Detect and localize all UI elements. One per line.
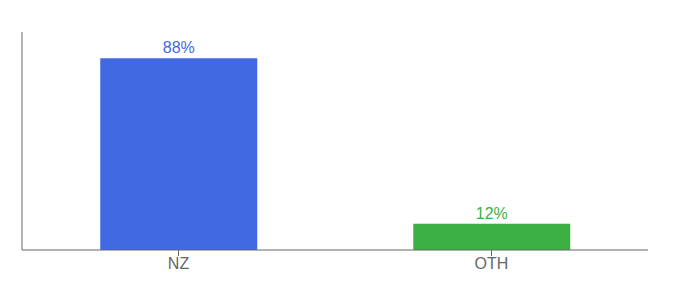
svg-text:OTH: OTH: [475, 255, 509, 272]
svg-text:12%: 12%: [476, 205, 508, 222]
svg-text:88%: 88%: [163, 39, 195, 56]
svg-text:NZ: NZ: [168, 255, 190, 272]
